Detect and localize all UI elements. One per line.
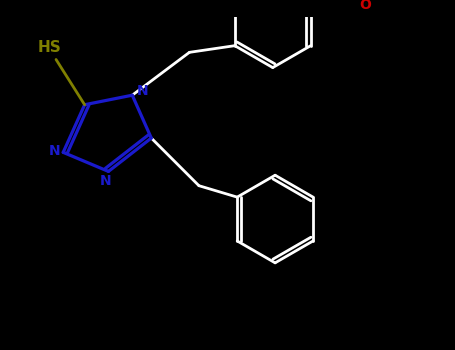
Text: HS: HS <box>38 40 62 55</box>
Text: N: N <box>49 145 61 159</box>
Text: N: N <box>137 84 148 98</box>
Text: O: O <box>359 0 372 12</box>
Text: N: N <box>100 174 112 188</box>
